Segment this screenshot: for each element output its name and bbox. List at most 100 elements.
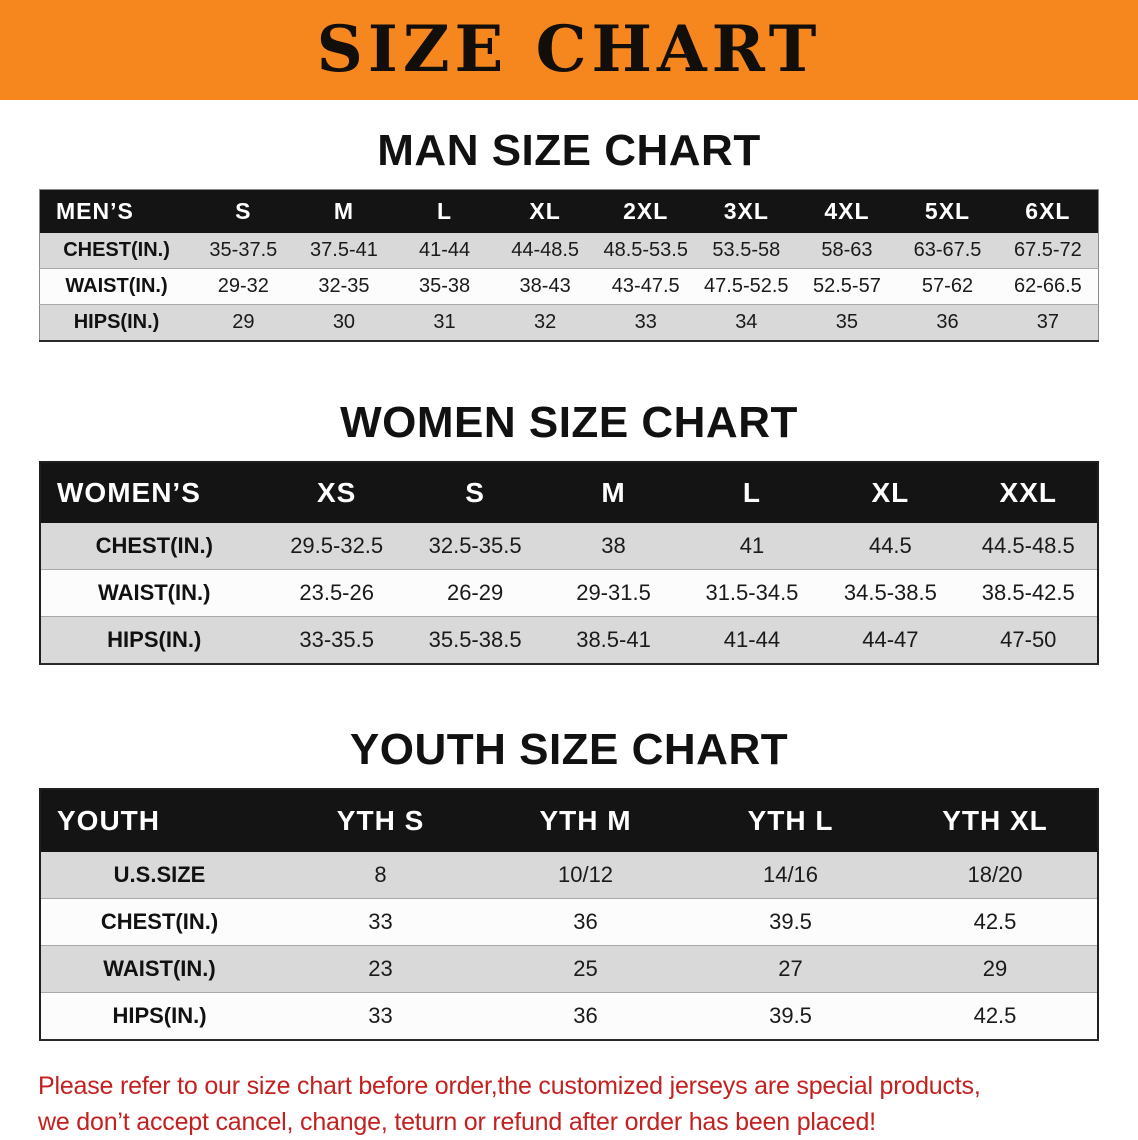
size-header-cell: YTH L (688, 789, 893, 852)
value-cell: 35-37.5 (193, 233, 294, 269)
value-cell: 52.5-57 (797, 269, 898, 305)
value-cell: 31.5-34.5 (683, 570, 821, 617)
size-header-cell: S (406, 462, 544, 523)
size-header-cell: M (544, 462, 682, 523)
value-cell: 32.5-35.5 (406, 523, 544, 570)
value-cell: 32 (495, 305, 596, 342)
table-title-cell: MEN’S (40, 190, 194, 234)
value-cell: 38-43 (495, 269, 596, 305)
value-cell: 41 (683, 523, 821, 570)
row-label-cell: WAIST(IN.) (40, 570, 267, 617)
table-title-cell: WOMEN’S (40, 462, 267, 523)
row-label-cell: CHEST(IN.) (40, 523, 267, 570)
value-cell: 38 (544, 523, 682, 570)
value-cell: 33 (278, 993, 483, 1041)
note-line-1: Please refer to our size chart before or… (38, 1069, 1113, 1105)
value-cell: 36 (483, 993, 688, 1041)
value-cell: 43-47.5 (595, 269, 696, 305)
size-header-cell: 4XL (797, 190, 898, 234)
value-cell: 8 (278, 852, 483, 899)
value-cell: 36 (483, 899, 688, 946)
size-header-cell: XXL (960, 462, 1098, 523)
value-cell: 35-38 (394, 269, 495, 305)
value-cell: 29.5-32.5 (267, 523, 405, 570)
value-cell: 37.5-41 (294, 233, 395, 269)
youth-section-heading: YOUTH SIZE CHART (0, 725, 1138, 775)
row-label-cell: HIPS(IN.) (40, 993, 278, 1041)
value-cell: 29 (193, 305, 294, 342)
value-cell: 42.5 (893, 899, 1098, 946)
value-cell: 44.5 (821, 523, 959, 570)
value-cell: 57-62 (897, 269, 998, 305)
value-cell: 33 (595, 305, 696, 342)
value-cell: 62-66.5 (998, 269, 1099, 305)
size-header-cell: 3XL (696, 190, 797, 234)
row-label-cell: CHEST(IN.) (40, 233, 194, 269)
size-header-cell: XL (495, 190, 596, 234)
value-cell: 47.5-52.5 (696, 269, 797, 305)
value-cell: 44-48.5 (495, 233, 596, 269)
order-policy-note: Please refer to our size chart before or… (38, 1069, 1113, 1140)
value-cell: 29 (893, 946, 1098, 993)
size-header-cell: L (394, 190, 495, 234)
size-header-cell: 5XL (897, 190, 998, 234)
value-cell: 44.5-48.5 (960, 523, 1098, 570)
value-cell: 25 (483, 946, 688, 993)
man-section-heading: MAN SIZE CHART (0, 126, 1138, 176)
value-cell: 48.5-53.5 (595, 233, 696, 269)
value-cell: 33-35.5 (267, 617, 405, 665)
value-cell: 30 (294, 305, 395, 342)
table-title-cell: YOUTH (40, 789, 278, 852)
value-cell: 34.5-38.5 (821, 570, 959, 617)
value-cell: 35.5-38.5 (406, 617, 544, 665)
row-label-cell: CHEST(IN.) (40, 899, 278, 946)
value-cell: 39.5 (688, 993, 893, 1041)
value-cell: 35 (797, 305, 898, 342)
value-cell: 36 (897, 305, 998, 342)
value-cell: 41-44 (394, 233, 495, 269)
value-cell: 31 (394, 305, 495, 342)
value-cell: 34 (696, 305, 797, 342)
value-cell: 38.5-42.5 (960, 570, 1098, 617)
value-cell: 44-47 (821, 617, 959, 665)
row-label-cell: WAIST(IN.) (40, 269, 194, 305)
size-header-cell: YTH M (483, 789, 688, 852)
size-chart-banner: SIZE CHART (0, 0, 1138, 100)
value-cell: 41-44 (683, 617, 821, 665)
value-cell: 47-50 (960, 617, 1098, 665)
size-header-cell: YTH XL (893, 789, 1098, 852)
row-label-cell: HIPS(IN.) (40, 305, 194, 342)
value-cell: 23 (278, 946, 483, 993)
value-cell: 58-63 (797, 233, 898, 269)
size-header-cell: 2XL (595, 190, 696, 234)
size-header-cell: YTH S (278, 789, 483, 852)
value-cell: 14/16 (688, 852, 893, 899)
value-cell: 33 (278, 899, 483, 946)
row-label-cell: U.S.SIZE (40, 852, 278, 899)
size-header-cell: S (193, 190, 294, 234)
value-cell: 37 (998, 305, 1099, 342)
size-header-cell: L (683, 462, 821, 523)
value-cell: 38.5-41 (544, 617, 682, 665)
value-cell: 42.5 (893, 993, 1098, 1041)
size-header-cell: M (294, 190, 395, 234)
size-header-cell: 6XL (998, 190, 1099, 234)
women-section-heading: WOMEN SIZE CHART (0, 398, 1138, 448)
